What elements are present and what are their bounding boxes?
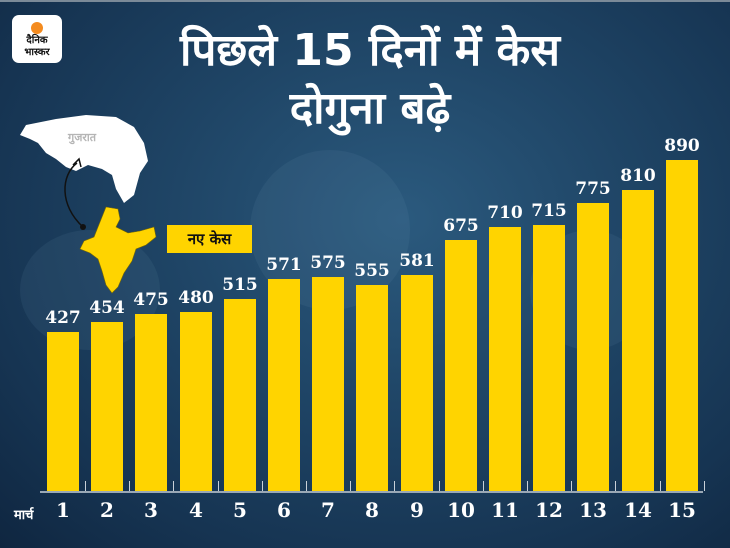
x-tick (85, 481, 86, 491)
x-tick (394, 481, 395, 491)
x-tick-label: 6 (277, 498, 291, 522)
bar (135, 314, 167, 491)
x-tick (660, 481, 661, 491)
bar (268, 279, 300, 491)
data-label: 890 (664, 136, 700, 156)
x-axis-prefix: मार्च (14, 508, 34, 523)
bar (666, 160, 698, 491)
x-tick-label: 5 (233, 498, 247, 522)
x-tick-label: 12 (535, 498, 563, 522)
bar (224, 299, 256, 491)
x-tick (350, 481, 351, 491)
bar (312, 277, 344, 491)
data-label: 480 (178, 288, 214, 308)
x-tick (704, 481, 705, 491)
data-label: 715 (531, 201, 567, 221)
x-tick (218, 481, 219, 491)
bar (180, 312, 212, 491)
data-label: 475 (133, 290, 169, 310)
sun-dot-icon (31, 22, 43, 34)
data-label: 581 (399, 251, 435, 271)
data-label: 515 (222, 275, 258, 295)
data-label: 571 (266, 255, 302, 275)
x-tick-label: 14 (624, 498, 652, 522)
bar (622, 190, 654, 491)
legend-new-cases: नए केस (167, 225, 252, 253)
x-tick (439, 481, 440, 491)
x-tick (173, 481, 174, 491)
data-label: 575 (310, 253, 346, 273)
x-tick (129, 481, 130, 491)
logo-line2: भास्कर (24, 47, 50, 58)
x-tick-label: 13 (579, 498, 607, 522)
top-border (0, 0, 730, 2)
bar (47, 332, 79, 491)
bar (91, 322, 123, 491)
data-label: 775 (575, 179, 611, 199)
x-tick-label: 15 (668, 498, 696, 522)
data-label: 555 (354, 261, 390, 281)
bar (356, 285, 388, 491)
bar (533, 225, 565, 491)
data-label: 675 (443, 216, 479, 236)
x-tick-label: 10 (447, 498, 475, 522)
x-tick (483, 481, 484, 491)
x-tick-label: 7 (321, 498, 335, 522)
bar (445, 240, 477, 491)
data-label: 810 (620, 166, 656, 186)
chart-title: पिछले 15 दिनों में केस दोगुना बढ़े (120, 22, 620, 138)
dainik-bhaskar-logo: दैनिक भास्कर (12, 15, 62, 63)
x-tick-label: 1 (56, 498, 70, 522)
gujarat-label: गुजरात (68, 131, 96, 144)
x-tick-label: 8 (365, 498, 379, 522)
title-line2: दोगुना बढ़े (289, 83, 451, 134)
data-label: 710 (487, 203, 523, 223)
x-tick (262, 481, 263, 491)
bar (401, 275, 433, 491)
data-label: 454 (89, 298, 125, 318)
x-tick (527, 481, 528, 491)
data-label: 427 (45, 308, 81, 328)
arrow-icon (64, 157, 86, 230)
x-tick-label: 9 (410, 498, 424, 522)
x-tick-label: 3 (144, 498, 158, 522)
x-tick (615, 481, 616, 491)
x-tick (571, 481, 572, 491)
x-tick-label: 4 (189, 498, 203, 522)
bar (577, 203, 609, 491)
x-tick-label: 11 (491, 498, 519, 522)
x-tick-label: 2 (100, 498, 114, 522)
bar (489, 227, 521, 491)
x-tick (306, 481, 307, 491)
logo-line1: दैनिक (26, 35, 48, 46)
gujarat-map-icon (20, 115, 148, 203)
x-axis-line (40, 491, 703, 493)
title-line1: पिछले 15 दिनों में केस (180, 25, 560, 76)
india-map-icon (79, 206, 157, 294)
